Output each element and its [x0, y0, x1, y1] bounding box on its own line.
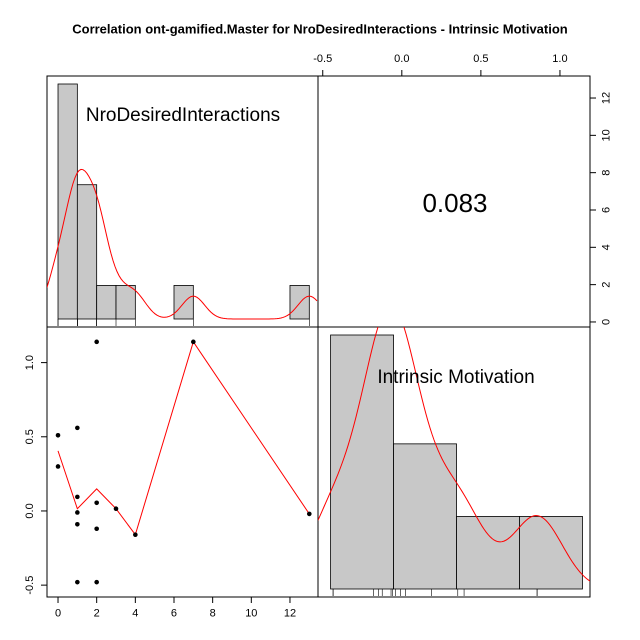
- tick-label: 6: [601, 207, 613, 213]
- tick-label: 1.0: [24, 355, 36, 370]
- variable-label: Intrinsic Motivation: [377, 367, 534, 388]
- histogram-bar: [330, 334, 394, 590]
- histogram-bar: [115, 285, 136, 320]
- chart-title: Correlation ont-gamified.Master for NroD…: [72, 21, 568, 36]
- scatter-point: [94, 339, 99, 345]
- scatter-point: [75, 510, 80, 515]
- tick-label: 4: [601, 244, 613, 250]
- tick-label: 4: [132, 608, 138, 620]
- scatter-point: [191, 339, 196, 345]
- scatter-point: [94, 500, 99, 506]
- panel-frame: [46, 326, 319, 598]
- panel-frame: [317, 326, 591, 598]
- scatter-point: [75, 494, 80, 500]
- histogram-panel: [318, 327, 590, 596]
- scatter-point: [75, 522, 80, 527]
- histogram-bar: [519, 516, 583, 590]
- tick-label: 0.5: [24, 429, 36, 444]
- histogram-bar: [76, 184, 98, 320]
- scatter-point: [113, 506, 119, 512]
- tick-label: 0: [601, 319, 613, 325]
- tick-label: 1.0: [552, 53, 567, 65]
- tick-label: 10: [245, 608, 257, 620]
- correlation-value: 0.083: [422, 188, 487, 218]
- tick-label: -0.5: [313, 53, 332, 65]
- scatter-point: [75, 425, 80, 431]
- tick-label: 0: [55, 608, 61, 620]
- tick-label: 2: [94, 608, 100, 620]
- histogram-bar: [173, 285, 194, 320]
- density-curve: [47, 168, 318, 320]
- tick-label: -0.5: [24, 576, 36, 595]
- histogram-bar: [96, 285, 117, 320]
- scatter-point: [55, 464, 61, 469]
- tick-label: 8: [601, 170, 613, 176]
- histogram-panel: [47, 83, 318, 326]
- axes: 0 2 4 6 8 10 12 -0.5 0.0 0.5 1.0 -0.5 0.0 0.5 1.0 0 2 4 6 8…: [24, 53, 613, 620]
- tick-label: 12: [601, 92, 613, 104]
- scatter-point: [55, 432, 61, 438]
- tick-label: 2: [601, 282, 613, 288]
- tick-label: 10: [601, 129, 613, 141]
- tick-label: 0.0: [394, 53, 409, 65]
- histogram-bar: [57, 83, 78, 320]
- scatter-point: [307, 511, 312, 517]
- scatter-point: [94, 526, 99, 532]
- scatter-point: [75, 579, 80, 585]
- scatter-point: [133, 532, 138, 537]
- tick-label: 12: [284, 608, 296, 620]
- smooth-line: [57, 340, 310, 536]
- scatter-panel: [55, 339, 312, 585]
- density-curve: [318, 327, 590, 582]
- tick-label: 0.5: [473, 53, 488, 65]
- histogram-bar: [456, 516, 520, 590]
- histogram-bar: [393, 443, 457, 590]
- tick-label: 8: [210, 608, 216, 620]
- scatter-point: [94, 579, 99, 585]
- tick-label: 0.0: [24, 503, 36, 518]
- tick-label: 6: [171, 608, 177, 620]
- variable-label: NroDesiredInteractions: [86, 105, 280, 126]
- histogram-bar: [289, 285, 310, 320]
